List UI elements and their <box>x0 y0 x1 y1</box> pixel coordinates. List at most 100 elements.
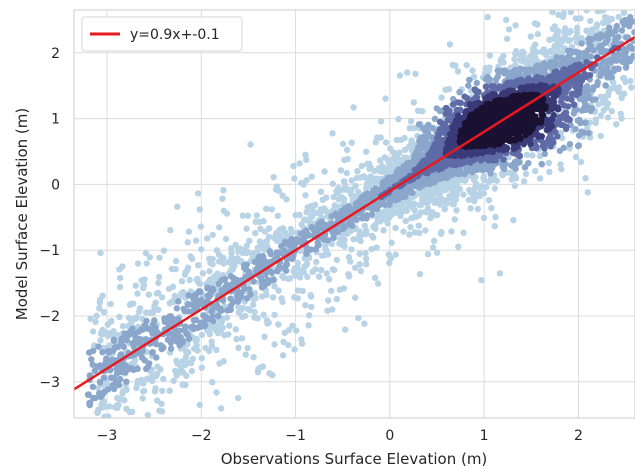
scatter-point <box>93 312 100 319</box>
scatter-point <box>572 34 579 41</box>
scatter-point <box>184 267 191 274</box>
scatter-point <box>595 101 602 108</box>
scatter-point <box>250 354 257 361</box>
scatter-point <box>503 35 511 42</box>
scatter-point <box>261 228 269 235</box>
scatter-point <box>387 255 395 262</box>
scatter-point <box>204 235 211 242</box>
scatter-point <box>97 337 104 344</box>
scatter-point <box>606 85 614 92</box>
scatter-point <box>222 235 230 243</box>
scatter-point <box>600 10 607 14</box>
scatter-point <box>322 246 330 253</box>
scatter-point <box>448 228 455 235</box>
scatter-point <box>565 29 573 36</box>
scatter-point <box>289 322 296 329</box>
scatter-point <box>449 200 456 208</box>
scatter-point <box>341 242 348 249</box>
scatter-point <box>465 82 472 89</box>
scatter-point <box>159 387 166 395</box>
scatter-point <box>158 400 165 407</box>
scatter-point <box>156 407 163 414</box>
scatter-point <box>85 391 92 398</box>
scatter-point <box>588 26 596 33</box>
scatter-point <box>396 72 404 79</box>
scatter-point <box>613 121 620 128</box>
scatter-point <box>227 295 234 302</box>
scatter-point <box>88 356 95 363</box>
scatter-point <box>355 233 363 240</box>
scatter-point <box>99 292 106 299</box>
scatter-point <box>95 343 102 350</box>
scatter-point <box>568 90 576 98</box>
scatter-point <box>429 244 437 251</box>
scatter-point <box>175 298 182 305</box>
scatter-point <box>188 324 195 331</box>
scatter-point <box>151 388 159 395</box>
scatter-point <box>337 167 345 174</box>
scatter-point <box>446 41 454 48</box>
scatter-point <box>382 95 389 102</box>
scatter-point <box>411 213 419 220</box>
scatter-point <box>410 99 417 106</box>
scatter-point <box>244 212 252 219</box>
scatter-point <box>182 348 190 355</box>
scatter-point <box>523 151 531 158</box>
scatter-point <box>618 94 625 102</box>
scatter-point <box>613 22 620 30</box>
scatter-point <box>189 355 196 363</box>
scatter-point <box>271 311 278 319</box>
scatter-point <box>522 170 530 178</box>
scatter-point <box>270 276 277 283</box>
scatter-point <box>597 93 604 101</box>
scatter-point <box>228 245 235 252</box>
scatter-point <box>454 68 462 75</box>
scatter-point <box>363 261 370 268</box>
scatter-point <box>410 125 417 132</box>
scatter-point <box>597 132 604 140</box>
scatter-point <box>132 282 139 289</box>
scatter-point <box>546 168 553 176</box>
scatter-point <box>620 75 627 82</box>
scatter-point <box>157 366 164 373</box>
scatter-point <box>328 287 335 295</box>
scatter-point <box>96 305 103 312</box>
scatter-point <box>347 190 355 198</box>
scatter-point <box>430 237 438 244</box>
scatter-point <box>342 326 349 333</box>
scatter-point <box>541 150 548 157</box>
scatter-point <box>283 261 290 268</box>
scatter-point <box>264 320 271 327</box>
scatter-point <box>517 52 524 59</box>
scatter-point <box>593 22 600 29</box>
scatter-point <box>357 267 365 275</box>
scatter-point <box>160 247 168 254</box>
scatter-point <box>92 318 99 326</box>
scatter-point <box>269 294 277 301</box>
scatter-point <box>350 104 357 111</box>
scatter-point <box>260 217 267 225</box>
scatter-point <box>224 307 231 314</box>
scatter-point <box>372 139 379 146</box>
scatter-point <box>100 374 108 381</box>
scatter-point <box>191 345 198 352</box>
scatter-point <box>246 237 253 245</box>
scatter-point <box>329 180 336 187</box>
scatter-point <box>145 291 152 298</box>
scatter-point <box>333 256 340 264</box>
scatter-point <box>216 224 223 231</box>
scatter-point <box>604 114 612 121</box>
scatter-point <box>330 234 337 241</box>
scatter-point <box>205 278 212 285</box>
scatter-point <box>429 209 436 216</box>
scatter-point <box>100 398 108 405</box>
scatter-point <box>512 22 519 29</box>
scatter-point <box>285 341 292 349</box>
scatter-point <box>434 211 441 219</box>
scatter-point <box>563 95 571 102</box>
scatter-point <box>582 49 589 57</box>
scatter-point <box>566 141 574 148</box>
scatter-point <box>630 53 635 60</box>
scatter-point <box>198 319 205 326</box>
scatter-point <box>267 250 274 258</box>
